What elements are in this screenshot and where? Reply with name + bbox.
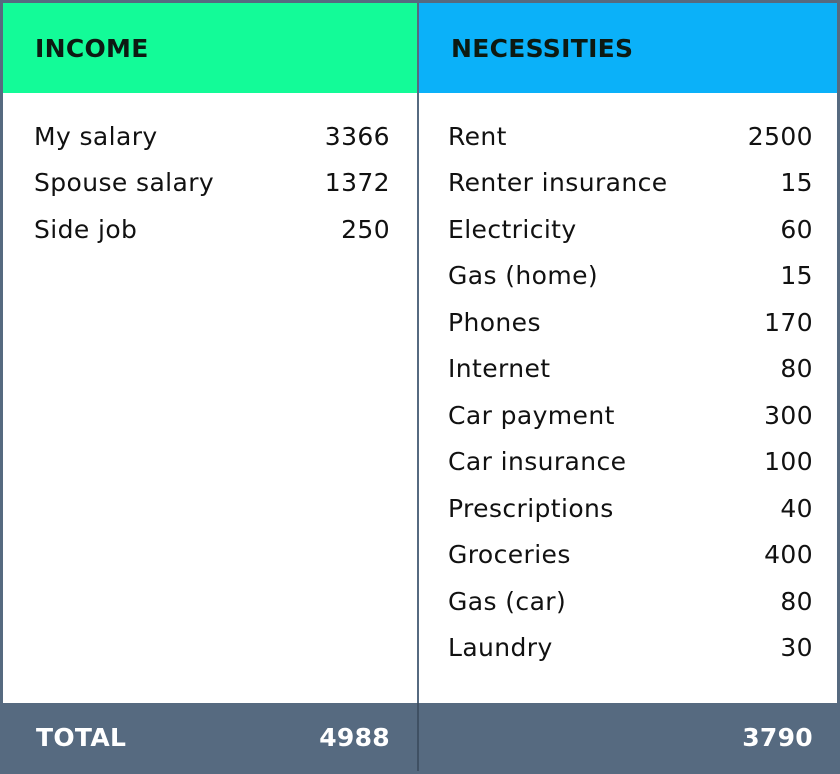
necessities-row-amount: 2500 xyxy=(747,121,813,151)
necessities-row-label: Prescriptions xyxy=(448,493,614,523)
total-label: TOTAL xyxy=(36,722,127,752)
necessities-row-label: Gas (home) xyxy=(448,261,599,291)
necessities-row-label: Renter insurance xyxy=(448,168,668,198)
necessities-row-label: Car insurance xyxy=(448,447,627,477)
necessities-row-amount: 30 xyxy=(780,633,813,663)
income-total-row: TOTAL 4988 xyxy=(3,703,417,771)
income-list: My salary 3366 Spouse salary 1372 Side job 25… xyxy=(3,93,417,703)
necessities-row: Gas (car) 80 xyxy=(448,578,813,625)
necessities-row-amount: 400 xyxy=(764,540,813,570)
income-row-label: Side job xyxy=(34,214,138,244)
income-row-label: My salary xyxy=(34,121,158,151)
necessities-row: Prescriptions 40 xyxy=(448,485,813,532)
necessities-row-amount: 80 xyxy=(780,586,813,616)
income-row-amount: 250 xyxy=(341,214,390,244)
necessities-row-amount: 15 xyxy=(780,261,813,291)
necessities-row: Rent 2500 xyxy=(448,113,813,160)
necessities-row-amount: 60 xyxy=(780,214,813,244)
necessities-total-row: 3790 xyxy=(417,703,837,771)
necessities-row-label: Rent xyxy=(448,121,507,151)
necessities-row: Internet 80 xyxy=(448,346,813,393)
necessities-row: Groceries 400 xyxy=(448,532,813,579)
necessities-row-label: Car payment xyxy=(448,400,615,430)
necessities-row-label: Laundry xyxy=(448,633,553,663)
necessities-row: Renter insurance 15 xyxy=(448,160,813,207)
income-title: INCOME xyxy=(35,33,149,63)
necessities-row-amount: 40 xyxy=(780,493,813,523)
income-row: My salary 3366 xyxy=(34,113,390,160)
necessities-row-amount: 300 xyxy=(764,400,813,430)
necessities-row: Laundry 30 xyxy=(448,625,813,672)
necessities-row: Phones 170 xyxy=(448,299,813,346)
necessities-row-label: Groceries xyxy=(448,540,571,570)
income-total-value: 4988 xyxy=(319,722,390,752)
necessities-row-amount: 15 xyxy=(780,168,813,198)
income-row: Side job 250 xyxy=(34,206,390,253)
necessities-row: Car payment 300 xyxy=(448,392,813,439)
income-row-amount: 3366 xyxy=(324,121,390,151)
necessities-list: Rent 2500 Renter insurance 15 Electricity 60 G… xyxy=(417,93,837,703)
necessities-title: NECESSITIES xyxy=(451,33,634,63)
necessities-row: Gas (home) 15 xyxy=(448,253,813,300)
income-row-amount: 1372 xyxy=(324,168,390,198)
necessities-row-label: Internet xyxy=(448,354,551,384)
necessities-row-amount: 100 xyxy=(764,447,813,477)
necessities-row: Electricity 60 xyxy=(448,206,813,253)
necessities-row: Car insurance 100 xyxy=(448,439,813,486)
income-row: Spouse salary 1372 xyxy=(34,160,390,207)
income-row-label: Spouse salary xyxy=(34,168,215,198)
necessities-row-label: Phones xyxy=(448,307,541,337)
necessities-row-amount: 80 xyxy=(780,354,813,384)
income-header: INCOME xyxy=(3,3,417,93)
necessities-row-amount: 170 xyxy=(764,307,813,337)
necessities-header: NECESSITIES xyxy=(417,3,837,93)
necessities-row-label: Gas (car) xyxy=(448,586,567,616)
necessities-total-value: 3790 xyxy=(742,722,813,752)
necessities-row-label: Electricity xyxy=(448,214,577,244)
